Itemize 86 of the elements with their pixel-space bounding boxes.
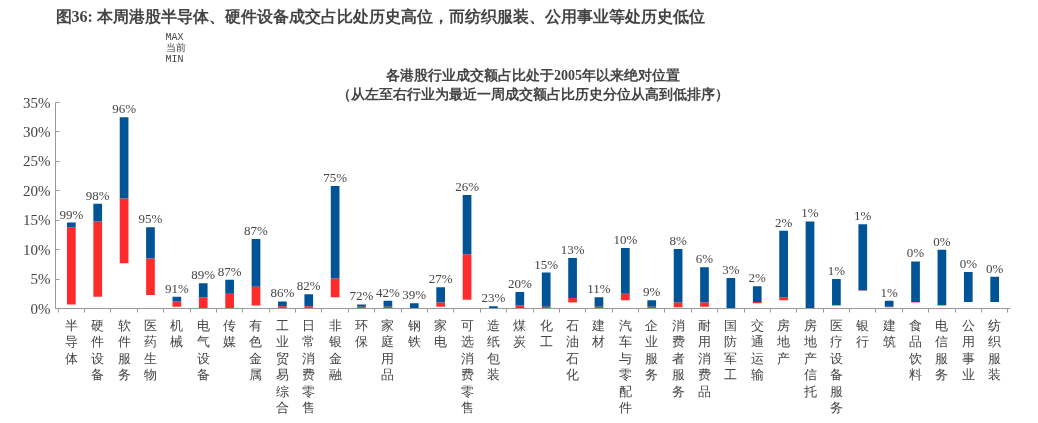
y-tick-label: 5% <box>30 271 51 288</box>
annotation: 0% <box>933 233 951 249</box>
annotation: 75% <box>323 170 348 186</box>
annotation: 86% <box>270 285 295 301</box>
x-tick-label: 建材 <box>591 317 606 349</box>
x-tick-label: 工业贸易综合 <box>275 317 289 415</box>
annotation: 2% <box>774 214 793 230</box>
x-tick-label: 软件服务 <box>117 317 131 382</box>
annotation: 95% <box>138 211 163 227</box>
x-tick-label: 半导体 <box>64 317 78 366</box>
x-tick-label: 消费者服务 <box>671 317 685 399</box>
annotation: 39% <box>402 287 427 303</box>
annotation: 1% <box>880 284 898 300</box>
annotation: 0% <box>906 245 925 261</box>
y-tick-label: 20% <box>23 182 51 199</box>
chart-title: 图36: 本周港股半导体、硬件设备成交占比处历史高位，而纺织服装、公用事业等处历史低位 <box>55 6 705 25</box>
x-tick-label: 公用事业 <box>961 317 975 382</box>
x-tick-label: 电信服务 <box>935 317 949 382</box>
annotation: 23% <box>481 290 506 306</box>
x-tick-label: 家庭用品 <box>381 317 395 382</box>
annotation: 82% <box>296 278 321 294</box>
x-tick-label: 传媒 <box>223 317 237 349</box>
x-tick-label: 医疗设备服务 <box>829 317 843 415</box>
annotation: 3% <box>722 261 740 277</box>
annotation: 9% <box>643 284 661 300</box>
x-tick-label: 电气设备 <box>196 317 210 382</box>
annotation: 20% <box>507 276 532 292</box>
chart-subtitle: 各港股行业成交额占比处于2005年以来绝对位置 <box>385 66 680 83</box>
x-tick-label: 建筑 <box>881 317 896 349</box>
annotation: 99% <box>59 206 84 222</box>
annotation: 13% <box>560 241 585 257</box>
x-tick-label: 有色金属 <box>249 317 263 382</box>
annotation: 10% <box>613 231 638 247</box>
annotation: 96% <box>112 101 137 117</box>
annotation: 1% <box>801 205 819 221</box>
annotation: 42% <box>375 284 400 300</box>
annotation: 11% <box>587 281 611 297</box>
x-tick-label: 家电 <box>434 317 448 349</box>
annotation: 87% <box>217 263 242 279</box>
text: 当前 <box>165 41 186 54</box>
annotation: 72% <box>349 288 374 304</box>
x-tick-label: 硬件设备 <box>91 317 105 382</box>
x-tick-label: 石油石化 <box>566 317 580 382</box>
x-tick-label: 可选消费零售 <box>460 317 474 415</box>
annotation: 0% <box>986 260 1004 276</box>
annotation: 87% <box>244 223 269 239</box>
text: MIN <box>165 53 184 65</box>
x-tick-label: 非银金融 <box>327 317 342 382</box>
x-tick-label: 环保 <box>355 317 369 349</box>
x-tick-label: 交通运输 <box>750 317 764 382</box>
x-tick-label: 银行 <box>855 317 870 349</box>
annotation: 0% <box>959 256 978 272</box>
x-tick-label: 耐用消费品 <box>697 317 711 399</box>
annotation: 1% <box>827 263 846 279</box>
annotation: 15% <box>534 256 559 272</box>
text: MAX <box>165 31 184 43</box>
y-tick-label: 25% <box>23 153 51 170</box>
x-tick-label: 化工 <box>539 317 553 349</box>
x-tick-label: 食品饮料 <box>908 317 923 382</box>
x-tick-label: 医药生物 <box>143 317 157 382</box>
y-tick-label: 35% <box>23 94 51 111</box>
x-tick-label: 房地产 <box>776 317 791 366</box>
x-tick-label: 日常消费零售 <box>302 317 316 415</box>
annotation: 1% <box>854 208 872 224</box>
x-tick-label: 纺织服装 <box>988 317 1002 382</box>
text: （从左至右行业为最近一周成交额占比历史分位从高到低排序） <box>337 85 729 102</box>
annotation: 27% <box>428 271 453 287</box>
x-tick-label: 机械 <box>170 317 184 349</box>
annotation: 98% <box>85 187 110 203</box>
x-tick-label: 汽车与零配件 <box>618 317 632 415</box>
annotation: 91% <box>164 280 189 296</box>
annotation: 26% <box>455 178 480 194</box>
x-tick-label: 企业服务 <box>645 317 659 382</box>
y-tick-label: 15% <box>23 212 51 229</box>
x-tick-label: 煤炭 <box>513 317 527 349</box>
annotation: 89% <box>191 267 216 283</box>
x-tick-label: 房地产信托 <box>802 317 817 399</box>
y-tick-label: 10% <box>23 241 51 258</box>
x-tick-label: 造纸包装 <box>486 317 500 382</box>
annotation: 8% <box>669 233 687 249</box>
x-tick-label: 钢铁 <box>406 317 421 349</box>
annotation: 2% <box>748 270 767 286</box>
annotation: 6% <box>695 251 714 267</box>
y-tick-label: 30% <box>23 123 51 140</box>
y-tick-label: 0% <box>30 300 51 317</box>
x-tick-label: 国防军工 <box>724 317 738 382</box>
